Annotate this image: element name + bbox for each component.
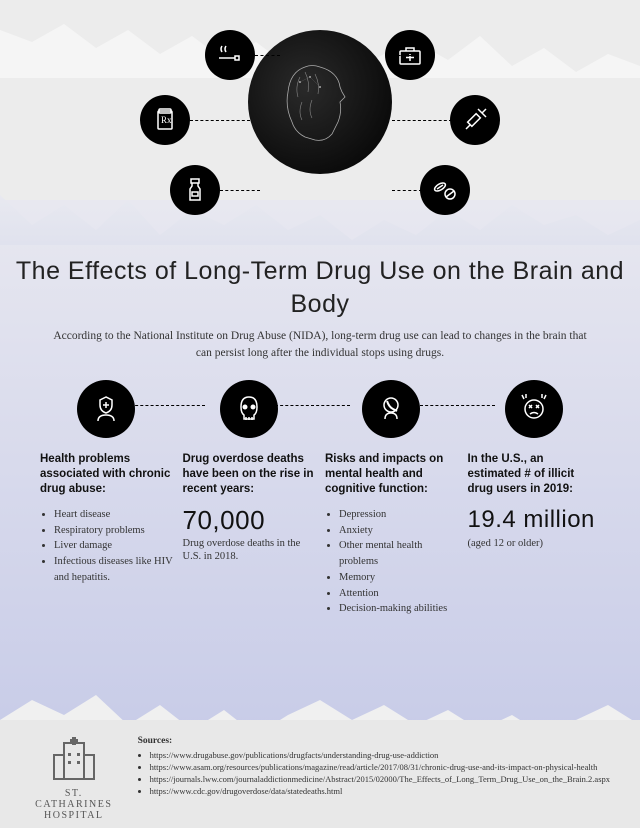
connector-line [190, 120, 250, 121]
connector-line [392, 120, 452, 121]
sources-block: Sources: https://www.drugabuse.gov/publi… [138, 735, 610, 821]
stat-connector [130, 405, 205, 406]
source-item: https://www.drugabuse.gov/publications/d… [150, 750, 610, 762]
stat-title: In the U.S., an estimated # of illicit d… [468, 452, 601, 497]
stat-list-item: Heart disease [54, 507, 173, 523]
bottle-icon [170, 165, 220, 215]
hospital-icon [50, 735, 98, 783]
stat-list-item: Respiratory problems [54, 523, 173, 539]
skull-icon [220, 380, 278, 438]
stat-list-item: Attention [339, 586, 458, 602]
stat-list-item: Other mental health problems [339, 538, 458, 570]
stat-list-item: Decision-making abilities [339, 601, 458, 617]
brain-profile-icon [270, 52, 370, 152]
stat-subtext: (aged 12 or older) [468, 537, 601, 551]
source-item: https://journals.lww.com/journaladdictio… [150, 774, 610, 786]
stat-list-item: Depression [339, 507, 458, 523]
connector-line [392, 55, 417, 56]
stat-column-3: In the U.S., an estimated # of illicit d… [468, 380, 601, 690]
hospital-logo-block: ST. CATHARINES HOSPITAL [30, 735, 118, 821]
hospital-name: ST. CATHARINES HOSPITAL [30, 788, 118, 821]
stat-list-item: Anxiety [339, 523, 458, 539]
connector-line [255, 55, 280, 56]
page-title: The Effects of Long-Term Drug Use on the… [0, 255, 640, 320]
stat-list-item: Liver damage [54, 538, 173, 554]
sources-title: Sources: [138, 735, 610, 748]
stat-list-item: Memory [339, 570, 458, 586]
dizzy-icon [505, 380, 563, 438]
connector-line [220, 190, 260, 191]
stat-list-item: Infectious diseases like HIV and hepatit… [54, 554, 173, 586]
pills-icon [420, 165, 470, 215]
stat-title: Drug overdose deaths have been on the ri… [183, 452, 316, 497]
page-subtitle: According to the National Institute on D… [50, 328, 590, 363]
prescription-icon: Rx [140, 95, 190, 145]
stat-title: Health problems associated with chronic … [40, 452, 173, 497]
stat-column-0: Health problems associated with chronic … [40, 380, 173, 690]
footer: ST. CATHARINES HOSPITAL Sources: https:/… [30, 735, 610, 821]
connector-line [392, 190, 422, 191]
stat-connector [275, 405, 350, 406]
nurse-icon [77, 380, 135, 438]
stat-list: DepressionAnxietyOther mental health pro… [325, 507, 458, 617]
stat-column-2: Risks and impacts on mental health and c… [325, 380, 458, 690]
stat-big-number: 70,000 [183, 507, 316, 533]
stat-list: Heart diseaseRespiratory problemsLiver d… [40, 507, 173, 586]
stats-row: Health problems associated with chronic … [40, 380, 600, 690]
stat-column-1: Drug overdose deaths have been on the ri… [183, 380, 316, 690]
cigarette-icon [205, 30, 255, 80]
syringe-icon [450, 95, 500, 145]
stat-big-number: 19.4 million [468, 507, 601, 533]
stat-connector [420, 405, 495, 406]
svg-text:Rx: Rx [161, 115, 172, 125]
source-item: https://www.asam.org/resources/publicati… [150, 762, 610, 774]
stat-subtext: Drug overdose deaths in the U.S. in 2018… [183, 537, 316, 564]
source-item: https://www.cdc.gov/drugoverdose/data/st… [150, 786, 610, 798]
sources-list: https://www.drugabuse.gov/publications/d… [138, 750, 610, 798]
infographic-page: Rx The Effects of Long-Term Drug Use on … [0, 0, 640, 828]
brain-hero-circle [248, 30, 392, 174]
stat-title: Risks and impacts on mental health and c… [325, 452, 458, 497]
facepalm-icon [362, 380, 420, 438]
